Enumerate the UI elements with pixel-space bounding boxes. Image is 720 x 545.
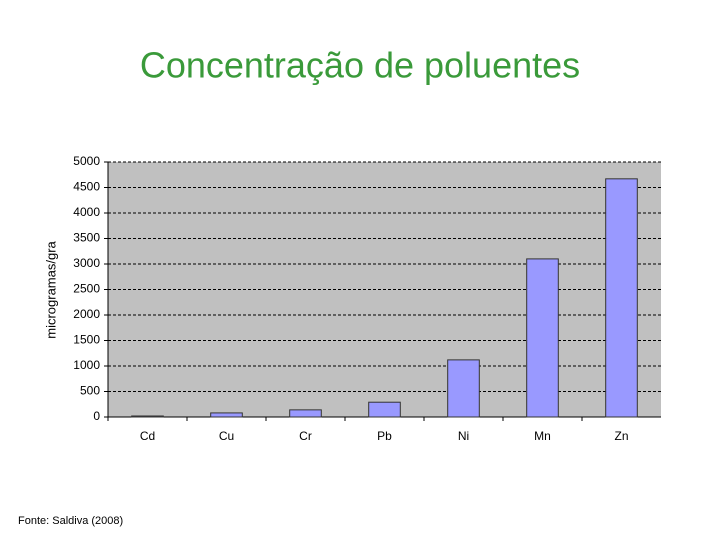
bar <box>526 258 559 418</box>
y-tick-label: 4500 <box>73 180 100 194</box>
bar <box>210 412 243 418</box>
x-tick-label: Zn <box>614 429 628 443</box>
x-tick-label: Cu <box>219 429 234 443</box>
y-tick-label: 4000 <box>73 205 100 219</box>
x-tick-label: Pb <box>377 429 392 443</box>
source-note: Fonte: Saldiva (2008) <box>18 515 123 527</box>
y-tick-label: 500 <box>80 384 100 398</box>
chart-title: Concentração de poluentes <box>140 45 580 86</box>
y-tick-label: 2500 <box>73 282 100 296</box>
y-tick-label: 5000 <box>73 154 100 168</box>
bar <box>447 359 480 418</box>
x-tick-label: Cr <box>299 429 312 443</box>
x-tick-label: Ni <box>458 429 469 443</box>
y-tick-label: 1000 <box>73 358 100 372</box>
y-tick-label: 3000 <box>73 256 100 270</box>
y-tick-label: 1500 <box>73 333 100 347</box>
bar <box>131 415 164 418</box>
y-tick-label: 3500 <box>73 231 100 245</box>
x-tick-label: Cd <box>140 429 155 443</box>
x-tick-label: Mn <box>534 429 551 443</box>
y-tick-label: 2000 <box>73 307 100 321</box>
y-axis-label: microgramas/gra <box>43 240 58 338</box>
y-tick-label: 0 <box>93 409 100 423</box>
bar <box>368 401 401 418</box>
bar <box>605 178 638 418</box>
bar <box>289 409 322 418</box>
